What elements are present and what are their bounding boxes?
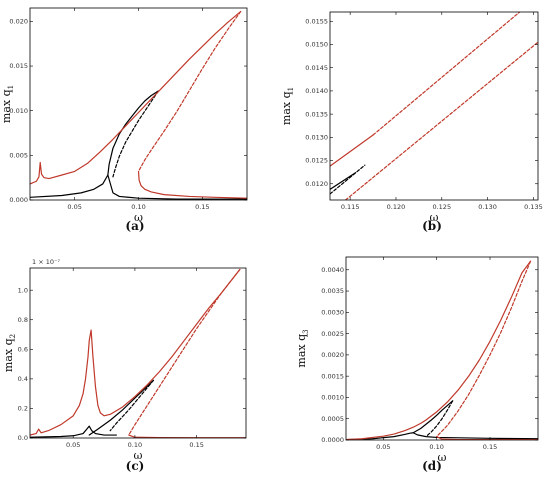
series-line-4 (330, 172, 357, 190)
axis-multiplier: 1 × 10⁻⁷ (32, 258, 60, 266)
y-axis-label: max q1 (0, 85, 15, 123)
y-tick-label: 0.0125 (305, 157, 328, 165)
plot-frame (29, 267, 247, 439)
y-axis-label-sub: 1 (7, 85, 15, 89)
series-line-2 (412, 400, 454, 434)
x-tick-label: 0.05 (376, 443, 390, 451)
y-tick-label: 0.4 (18, 375, 28, 383)
series-line-2 (372, 12, 521, 136)
y-tick-label: 0.0000 (321, 436, 344, 444)
panel-caption: (d) (422, 459, 442, 473)
x-tick-label: 0.10 (131, 203, 145, 211)
y-tick-label: 0.0140 (305, 87, 328, 95)
y-tick-label: 0.0005 (321, 415, 344, 423)
x-tick-label: 0.05 (67, 203, 81, 211)
x-tick-label: 0.115 (341, 203, 360, 211)
y-tick-label: 0.010 (9, 107, 28, 115)
x-axis-label: ω (438, 451, 447, 464)
y-tick-label: 0.6 (18, 346, 28, 354)
series-line-4 (346, 260, 532, 440)
y-tick-label: 0.0 (18, 434, 28, 442)
series-line-6 (137, 170, 247, 199)
y-tick-label: 0.0020 (321, 351, 344, 359)
plot-frame (345, 256, 539, 441)
x-tick-label: 0.05 (66, 441, 80, 449)
x-tick-label: 0.130 (478, 203, 497, 211)
y-tick-label: 0.000 (9, 196, 28, 204)
y-tick-label: 0.0145 (305, 64, 328, 72)
series-group (346, 260, 538, 440)
series-line-4 (30, 10, 242, 185)
series-line-4 (30, 268, 241, 436)
x-tick-label: 0.125 (432, 203, 451, 211)
y-tick-label: 1.0 (18, 286, 28, 294)
y-axis-label: max q2 (2, 334, 17, 372)
y-tick-label: 0.8 (18, 316, 28, 324)
series-line-1 (30, 425, 118, 438)
series-group (30, 268, 246, 438)
x-tick-label: 0.10 (128, 441, 142, 449)
panel-a: 0.05 0.10 0.15 0.000 0.005 0.010 0.015 0.020 ω ma… (0, 7, 248, 233)
series-group (30, 10, 247, 200)
panel-c: 0.05 0.10 0.15 0.0 0.2 0.4 0.6 0.8 1.0 1 × 10⁻⁷ ω m… (2, 258, 247, 473)
y-tick-label: 0.0015 (321, 372, 344, 380)
y-axis-label-main: max q (2, 338, 15, 372)
x-tick-label: 0.10 (429, 443, 443, 451)
panel-caption: (a) (125, 219, 144, 233)
y-axis-label-main: max q (0, 89, 13, 123)
series-line-3 (344, 41, 538, 200)
y-tick-label: 0.015 (9, 62, 28, 70)
y-tick-label: 0.0030 (321, 309, 344, 317)
x-tick-label: 0.120 (387, 203, 406, 211)
series-line-6 (436, 436, 538, 440)
series-line-5 (137, 10, 242, 173)
y-axis-label: max q3 (295, 329, 310, 367)
panel-caption: (c) (126, 459, 145, 473)
series-line-2 (88, 379, 155, 436)
x-tick-label: 0.15 (483, 443, 497, 451)
series-line-3 (109, 379, 155, 432)
y-axis-label-sub: 1 (287, 87, 295, 91)
series-line-5 (330, 164, 366, 195)
series-line-2 (107, 90, 159, 176)
y-tick-label: 0.0025 (321, 330, 344, 338)
y-tick-label: 0.0010 (321, 394, 344, 402)
series-line-3 (112, 90, 159, 178)
series-line-5 (128, 268, 241, 436)
panel-caption: (b) (422, 219, 442, 233)
y-axis-label: max q1 (280, 87, 295, 125)
panel-b: 0.115 0.120 0.125 0.130 0.135 0.0120 0.0125 0.0… (280, 11, 543, 233)
y-axis-label-sub: 3 (302, 329, 310, 333)
series-group (330, 12, 538, 200)
series-line-1 (330, 134, 374, 167)
x-axis-label: ω (134, 449, 143, 462)
series-line-3 (425, 400, 454, 438)
y-tick-label: 0.0035 (321, 287, 344, 295)
panel-d: 0.05 0.10 0.15 0.0000 0.0005 0.0010 0.0015 0.00… (295, 256, 539, 473)
x-tick-label: 0.15 (195, 203, 209, 211)
series-line-6 (128, 434, 246, 438)
series-line-1 (30, 174, 247, 200)
y-tick-label: 0.020 (9, 18, 28, 26)
y-axis-label-main: max q (280, 91, 293, 125)
x-axis-label: ω (430, 211, 439, 224)
y-tick-label: 0.0135 (305, 110, 328, 118)
x-tick-label: 0.15 (189, 441, 203, 449)
y-tick-label: 0.0155 (305, 17, 328, 25)
y-tick-label: 0.0150 (305, 41, 328, 49)
series-line-5 (436, 260, 532, 438)
y-axis-label-sub: 2 (9, 334, 17, 338)
y-tick-label: 0.2 (18, 405, 28, 413)
plot-frame (329, 11, 539, 201)
x-axis-label: ω (134, 211, 143, 224)
y-tick-label: 0.0040 (321, 266, 344, 274)
y-axis-label-main: max q (295, 334, 308, 368)
y-tick-label: 0.0120 (305, 180, 328, 188)
y-tick-label: 0.0130 (305, 134, 328, 142)
x-tick-label: 0.135 (524, 203, 543, 211)
y-tick-label: 0.005 (9, 152, 28, 160)
